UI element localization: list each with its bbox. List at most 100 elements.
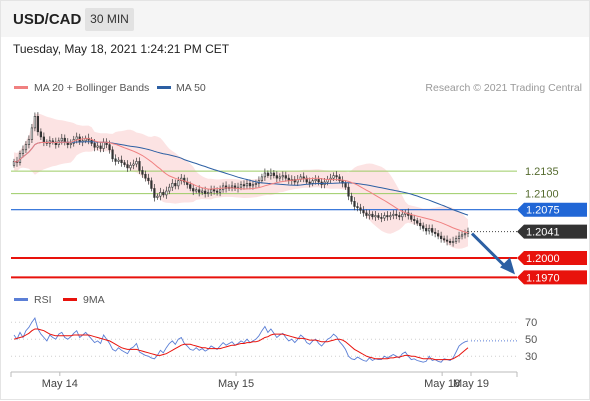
candle-body (75, 136, 78, 140)
candle-body (69, 143, 72, 145)
symbol-title: USD/CAD (13, 11, 82, 28)
candle-body (275, 175, 278, 179)
candle-body (218, 189, 222, 193)
candle-body (171, 183, 174, 188)
candle-body (51, 140, 54, 143)
candle-body (281, 175, 284, 178)
candle-body (144, 173, 147, 179)
candle-body (359, 207, 362, 211)
timeframe-button[interactable]: 30 MIN (85, 8, 134, 31)
legend-ma50-swatch (157, 86, 171, 89)
candle-body (147, 177, 150, 182)
candle-body (380, 217, 383, 219)
candle-body (368, 213, 371, 216)
bollinger-band-area (14, 113, 468, 249)
candle-body (24, 144, 28, 151)
candle-body (311, 180, 314, 184)
level-tag-5 (517, 270, 587, 285)
candle-body (431, 228, 434, 233)
level-label-4: 1.2000 (526, 253, 560, 265)
candle-body (314, 179, 317, 182)
candle-body (392, 213, 395, 216)
candle-body (141, 170, 144, 175)
candle-body (383, 215, 386, 219)
candle-body (36, 116, 40, 133)
candle-body (401, 213, 404, 218)
legend-ma20-swatch (14, 86, 28, 89)
candle-body (457, 235, 461, 239)
candle-body (451, 240, 455, 243)
candle-body (126, 164, 129, 169)
candle-body (189, 184, 192, 189)
rsi-line (13, 316, 469, 363)
candle-body (284, 175, 287, 179)
candle-body (440, 235, 443, 239)
ma20-line (13, 138, 469, 234)
header-bar: USD/CAD 30 MIN (1, 1, 589, 37)
candle-body (120, 159, 123, 163)
candle-body (156, 195, 159, 198)
candle-body (168, 186, 171, 192)
candle-body (350, 195, 353, 202)
candle-body (437, 233, 440, 237)
candle-body (308, 181, 311, 184)
candle-body (419, 222, 422, 227)
candle-body (245, 183, 249, 187)
candle-body (207, 192, 210, 194)
moving-averages (13, 138, 469, 234)
rsi-panel: 70 50 30 (11, 316, 537, 363)
candle-body (108, 144, 111, 151)
legend-rsi-swatch (14, 298, 28, 301)
candle-body (398, 215, 401, 218)
candle-body (215, 190, 219, 193)
candle-body (332, 175, 335, 179)
rsi-level-label-70: 70 (525, 317, 537, 329)
candle-body (293, 179, 296, 183)
candle-body (99, 145, 102, 149)
rsi-level-label-30: 30 (525, 351, 537, 363)
candle-body (177, 180, 180, 187)
candle-body (39, 131, 42, 138)
candle-body (239, 184, 243, 188)
candle-body (266, 172, 269, 176)
attribution: Research © 2021 Trading Central (425, 82, 582, 94)
candle-body (198, 189, 201, 193)
level-label-5: 1.1970 (526, 272, 560, 284)
candle-body (162, 192, 165, 196)
candle-body (356, 206, 359, 209)
ma50-line (13, 141, 469, 216)
candle-body (442, 238, 446, 241)
legend-ma50-label: MA 50 (176, 82, 206, 94)
candle-body (132, 163, 135, 166)
candle-body (389, 215, 392, 218)
candle-body (445, 239, 449, 242)
level-tag-2 (517, 202, 587, 217)
candle-body (174, 183, 177, 187)
candle-body (272, 172, 275, 176)
forecast-arrow (470, 232, 515, 275)
candle-body (123, 162, 126, 165)
candle-body (434, 231, 437, 234)
candle-body (150, 180, 153, 189)
rsi-9ma-line (13, 328, 469, 361)
candle-body (111, 149, 114, 160)
x-tick-label-1: May 15 (218, 378, 254, 390)
candle-body (153, 188, 156, 198)
candle-body (42, 136, 45, 143)
candle-body (371, 213, 374, 218)
candle-body (30, 127, 34, 140)
candle-body (165, 190, 168, 196)
candle-body (213, 189, 216, 192)
candle-body (428, 228, 431, 232)
candle-body (159, 192, 162, 197)
candle-body (317, 179, 320, 183)
candle-body (201, 190, 204, 193)
candle-body (448, 240, 452, 243)
candle-body (230, 185, 234, 188)
candle-body (335, 175, 338, 178)
candle-body (102, 141, 105, 149)
candle-body (460, 234, 464, 237)
